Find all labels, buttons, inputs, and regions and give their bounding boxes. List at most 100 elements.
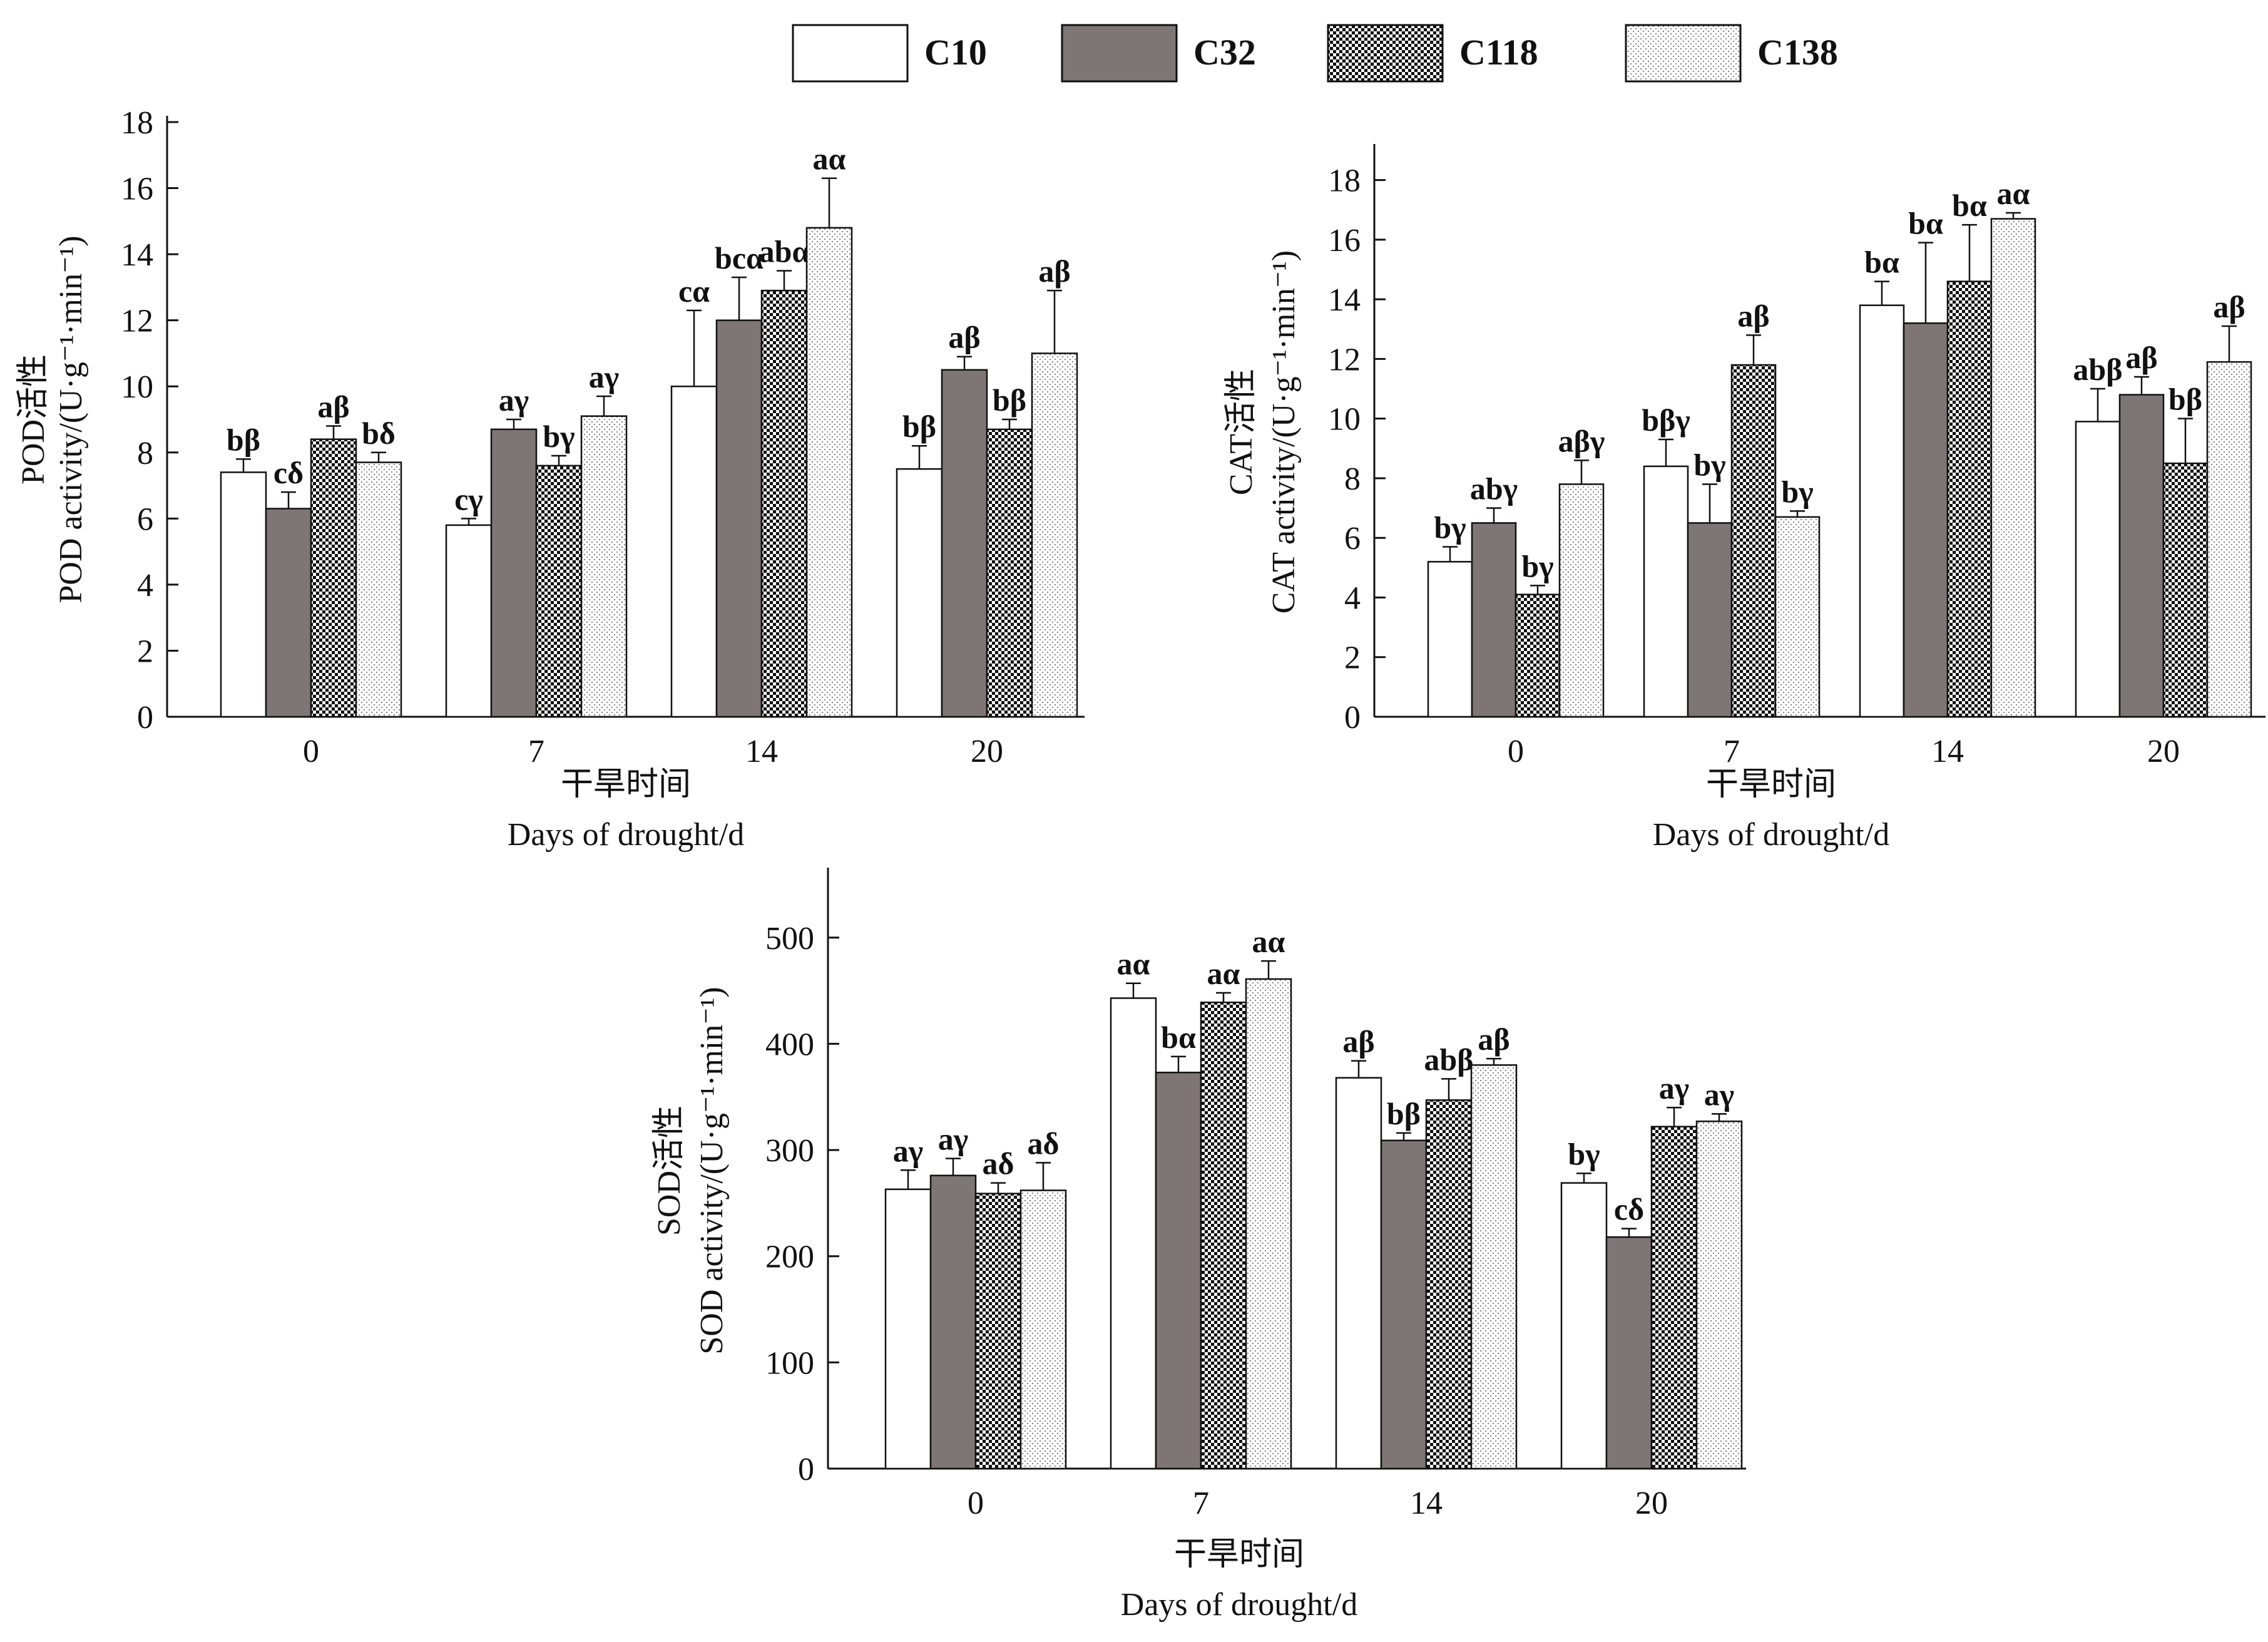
significance-label: bα [1952, 188, 1987, 223]
bar-c138-day-14 [1990, 218, 2036, 718]
significance-label: bβγ [1642, 403, 1690, 438]
significance-label: abβ [2073, 352, 2122, 387]
y-tick-label: 18 [1328, 163, 1361, 199]
significance-label: bβ [2168, 382, 2202, 417]
y-tick-label: 14 [121, 237, 153, 273]
bar-c10-day-14 [1335, 1077, 1382, 1470]
y-tick-label: 10 [121, 369, 153, 405]
y-tick-label: 0 [1344, 700, 1361, 736]
y-tick-label: 100 [765, 1345, 814, 1381]
significance-label: aγ [499, 382, 529, 418]
y-tick-label: 4 [1344, 580, 1361, 616]
significance-label: aβ [1737, 298, 1769, 333]
bar-c138-day-7 [1245, 978, 1292, 1470]
significance-label: aγ [938, 1122, 968, 1157]
significance-label: bγ [1434, 510, 1466, 545]
significance-label: aγ [1704, 1077, 1734, 1112]
x-tick-label: 0 [968, 1485, 984, 1521]
x-axis-title-zh: 干旱时间 [1706, 767, 1836, 803]
y-axis-title-zh: SOD活性 [651, 1106, 687, 1236]
x-tick-label: 7 [1724, 734, 1740, 769]
significance-label: bβ [902, 409, 936, 444]
significance-label: abγ [1470, 471, 1518, 506]
significance-label: bγ [1568, 1136, 1600, 1171]
y-tick-label: 8 [137, 436, 153, 471]
y-tick-label: 400 [765, 1027, 814, 1062]
bar-c138-day-7 [580, 415, 628, 718]
significance-label: aα [1117, 947, 1150, 982]
y-tick-label: 2 [1344, 640, 1361, 676]
legend-swatch-c138 [1625, 24, 1742, 83]
bar-c10-day-7 [1110, 997, 1157, 1470]
bar-c10-day-14 [670, 385, 718, 718]
y-axis-title-en: POD activity/(U·g⁻¹·min⁻¹) [53, 235, 89, 603]
bar-c118-day-7 [1730, 364, 1777, 718]
y-tick-label: 500 [765, 921, 814, 957]
bar-c118-day-7 [1200, 1002, 1247, 1470]
significance-label: cγ [454, 481, 483, 516]
bar-c32-day-0 [929, 1174, 977, 1470]
significance-label: abα [759, 234, 810, 269]
x-tick-label: 14 [1410, 1485, 1443, 1521]
legend-label-c138: C138 [1757, 32, 1838, 73]
y-tick-label: 18 [121, 105, 153, 141]
y-tick-label: 0 [137, 700, 153, 736]
significance-label: aα [813, 141, 846, 177]
bar-c32-day-7 [1155, 1071, 1202, 1470]
bar-c138-day-20 [1031, 352, 1078, 718]
significance-label: aβγ [1558, 423, 1605, 458]
bar-c10-day-20 [896, 468, 943, 718]
x-tick-label: 14 [1931, 734, 1964, 769]
bar-c10-day-20 [2075, 421, 2121, 718]
significance-label: bγ [1781, 474, 1813, 509]
significance-label: aβ [1038, 254, 1070, 289]
bar-c32-day-14 [715, 319, 763, 718]
x-tick-label: 14 [745, 734, 778, 769]
bar-c10-day-0 [884, 1188, 932, 1470]
bar-c118-day-20 [986, 428, 1033, 718]
significance-label: bγ [1521, 548, 1553, 583]
bar-c10-day-7 [1643, 465, 1689, 718]
bar-c118-day-20 [1650, 1126, 1698, 1470]
y-tick-label: 16 [121, 172, 153, 207]
bar-c32-day-0 [1471, 522, 1517, 718]
y-axis-title-en: CAT activity/(U·g⁻¹·min⁻¹) [1266, 250, 1302, 613]
x-tick-label: 0 [303, 734, 319, 769]
legend-swatch-c10 [792, 24, 909, 83]
significance-label: aγ [589, 359, 619, 394]
significance-label: bα [1161, 1020, 1196, 1055]
bar-c118-day-0 [1515, 593, 1561, 718]
bar-c138-day-20 [2206, 361, 2252, 718]
bar-c32-day-7 [490, 428, 538, 718]
x-axis-title-zh: 干旱时间 [561, 767, 691, 803]
significance-label: aα [1207, 956, 1240, 991]
y-tick-label: 16 [1328, 223, 1361, 259]
bar-c32-day-14 [1380, 1139, 1428, 1470]
bar-c10-day-20 [1560, 1182, 1608, 1470]
significance-label: bβ [1387, 1096, 1421, 1131]
y-tick-label: 2 [137, 634, 153, 669]
y-tick-label: 300 [765, 1133, 814, 1169]
bar-c32-day-20 [2118, 394, 2165, 718]
y-tick-label: 200 [765, 1239, 814, 1275]
significance-label: aα [1252, 924, 1285, 959]
significance-label: bα [1908, 206, 1943, 241]
legend-swatch-c118 [1327, 24, 1444, 83]
bar-c32-day-0 [265, 508, 312, 718]
bar-c118-day-14 [760, 289, 808, 718]
legend-label-c32: C32 [1193, 32, 1256, 73]
chart-legend: C10 C32 C118 C138 [792, 24, 1838, 83]
significance-label: aβ [2213, 289, 2245, 324]
bar-c10-day-0 [220, 471, 267, 718]
bar-c138-day-20 [1695, 1121, 1743, 1470]
significance-label: bδ [362, 416, 396, 451]
legend-label-c10: C10 [924, 32, 987, 73]
bar-c10-day-7 [445, 524, 493, 718]
significance-label: aβ [948, 320, 980, 355]
y-tick-label: 12 [1328, 342, 1361, 377]
significance-label: cα [678, 274, 710, 309]
y-tick-label: 8 [1344, 461, 1361, 497]
cat-activity-chart: 024681012141618bγabγbγaβγ0bβγbγaβbγ7bαbα… [1223, 144, 2265, 853]
